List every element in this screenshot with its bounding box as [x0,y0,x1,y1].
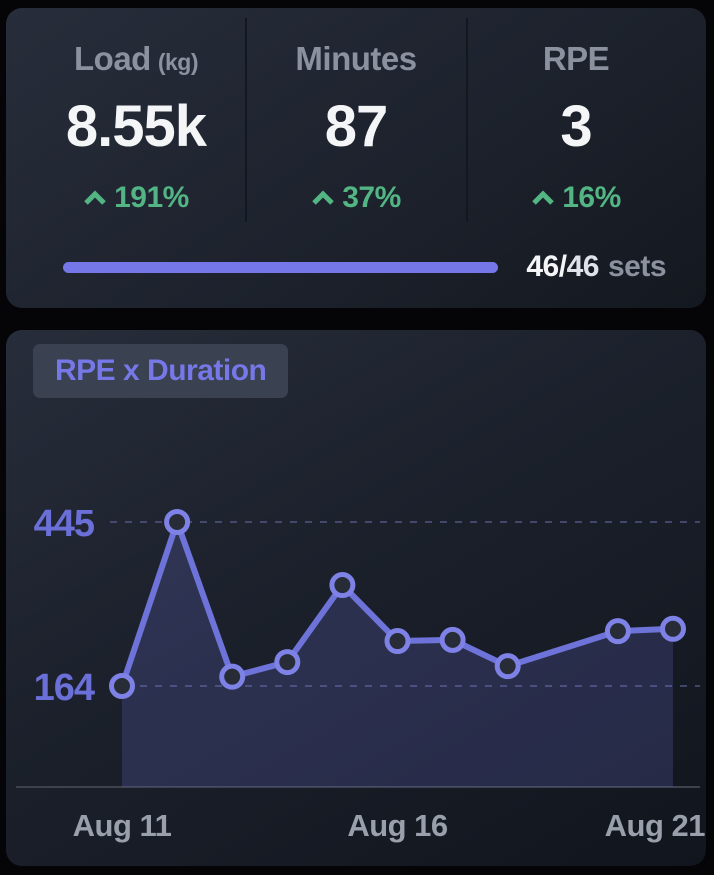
stat-minutes-label: Minutes [295,40,417,77]
stat-rpe-value: 3 [560,94,592,159]
column-divider [466,18,468,222]
sets-completed: 46 [526,250,559,283]
sets-progress-bar [63,261,499,273]
sets-progress-text: 46/46 sets [526,252,666,282]
chevron-up-icon [84,190,106,205]
chevron-up-icon [532,190,554,205]
sets-unit-label: sets [607,250,667,283]
stat-load-label-text: Load [74,40,151,77]
chart-title-text: RPE x Duration [55,354,267,387]
svg-text:Aug 21: Aug 21 [605,808,706,843]
stat-minutes-delta: 37% [311,183,401,213]
stat-load-value: 8.55k [65,94,207,159]
stat-minutes: Minutes 87 37% [246,8,466,213]
stats-card: Load (kg) 8.55k 191% Minutes 87 37% [6,8,706,308]
svg-text:Aug 11: Aug 11 [73,808,172,843]
chart-card: 445 164 Aug 11 Aug 16 Aug 21 RPE x Duration [6,330,706,866]
stats-row: Load (kg) 8.55k 191% Minutes 87 37% [26,8,686,213]
stat-load-unit: (kg) [157,49,199,75]
stat-load-label: Load (kg) [74,40,199,77]
stat-rpe: RPE 3 16% [466,8,686,213]
chevron-up-icon [312,190,334,205]
sets-separator: / [558,250,567,283]
stat-rpe-delta-text: 16% [562,181,621,214]
svg-text:445: 445 [34,503,95,545]
stat-rpe-label: RPE [542,40,610,77]
rpe-duration-line-chart: 445 164 Aug 11 Aug 16 Aug 21 [16,503,706,843]
column-divider [245,18,247,222]
sets-progress-row: 46/46 sets [63,252,667,282]
svg-text:164: 164 [34,667,95,709]
stat-load-delta: 191% [83,183,189,213]
stat-load-delta-text: 191% [114,181,189,214]
chart-title-badge: RPE x Duration [33,344,289,398]
stat-load: Load (kg) 8.55k 191% [26,8,246,213]
stat-minutes-label-text: Minutes [295,40,417,77]
svg-text:Aug 16: Aug 16 [347,808,448,843]
sets-total: 46 [566,250,600,283]
stat-rpe-label-text: RPE [542,40,610,77]
stat-minutes-delta-text: 37% [342,181,401,214]
stat-minutes-value: 87 [324,94,389,159]
stat-rpe-delta: 16% [531,183,621,213]
